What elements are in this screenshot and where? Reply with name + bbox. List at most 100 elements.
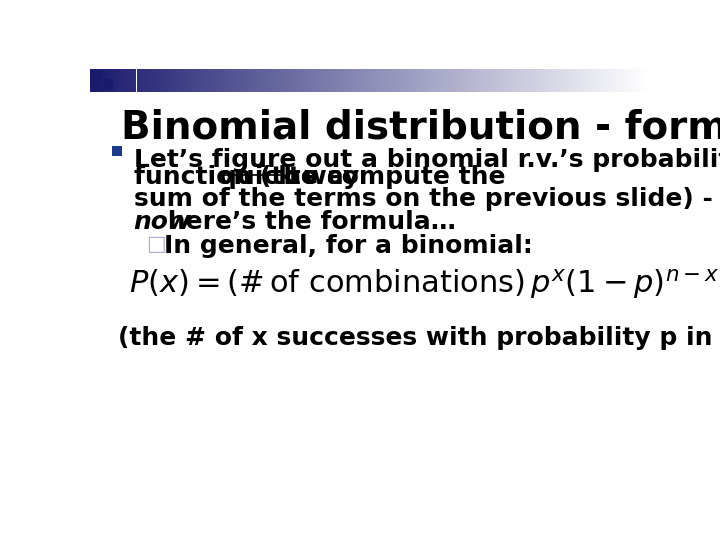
Bar <box>198 69 199 92</box>
Bar <box>124 69 125 92</box>
Bar <box>333 69 336 92</box>
Bar <box>405 69 406 92</box>
Bar <box>456 69 459 92</box>
Bar <box>313 69 315 92</box>
Bar <box>205 69 207 92</box>
Bar <box>345 69 347 92</box>
Bar <box>261 69 263 92</box>
Bar <box>371 69 373 92</box>
Bar <box>440 69 441 92</box>
Bar <box>258 69 259 92</box>
Bar <box>155 69 157 92</box>
Bar <box>112 69 114 92</box>
Text: function (the: function (the <box>133 165 327 188</box>
Bar <box>361 69 364 92</box>
Bar <box>137 69 138 92</box>
Bar <box>239 69 240 92</box>
Bar <box>490 69 492 92</box>
Bar <box>378 69 380 92</box>
Bar <box>583 69 585 92</box>
Bar <box>581 69 583 92</box>
Bar <box>432 69 434 92</box>
Bar <box>615 69 616 92</box>
Bar <box>384 69 386 92</box>
Bar <box>412 69 413 92</box>
Bar <box>472 69 473 92</box>
Bar <box>209 69 211 92</box>
Bar <box>508 69 510 92</box>
Bar <box>514 69 516 92</box>
Bar <box>464 69 466 92</box>
Bar <box>626 69 628 92</box>
Bar <box>607 69 609 92</box>
Bar <box>585 69 587 92</box>
Bar <box>544 69 546 92</box>
Bar <box>377 69 378 92</box>
Bar <box>618 69 620 92</box>
Bar <box>341 69 343 92</box>
Bar <box>609 69 611 92</box>
Bar <box>603 69 606 92</box>
Bar <box>594 69 596 92</box>
Bar <box>300 69 302 92</box>
Bar <box>132 69 135 92</box>
Bar <box>444 69 445 92</box>
Bar <box>390 69 392 92</box>
Bar <box>101 69 103 92</box>
Bar <box>533 69 534 92</box>
Bar <box>252 69 253 92</box>
Text: to compute the: to compute the <box>279 165 505 188</box>
Bar <box>542 69 544 92</box>
Bar <box>293 69 294 92</box>
Bar <box>516 69 518 92</box>
Bar <box>460 69 462 92</box>
Bar <box>564 69 566 92</box>
Bar <box>413 69 415 92</box>
Bar <box>168 69 170 92</box>
Bar <box>507 69 508 92</box>
Bar <box>142 69 144 92</box>
Bar <box>351 69 352 92</box>
Bar <box>492 69 494 92</box>
Bar <box>96 69 97 92</box>
Bar <box>332 69 333 92</box>
Bar <box>265 69 266 92</box>
Bar <box>410 69 412 92</box>
Bar <box>494 69 495 92</box>
Bar <box>90 69 92 92</box>
Bar <box>498 69 499 92</box>
Bar <box>641 69 642 92</box>
Bar <box>575 69 577 92</box>
Bar <box>646 69 648 92</box>
Bar <box>269 69 271 92</box>
Bar <box>467 69 469 92</box>
Bar <box>386 69 387 92</box>
Bar <box>274 69 276 92</box>
Bar <box>104 78 113 89</box>
Bar <box>466 69 467 92</box>
Bar <box>172 69 174 92</box>
Bar <box>294 69 297 92</box>
Bar <box>499 69 501 92</box>
Bar <box>93 78 102 89</box>
Bar <box>122 69 124 92</box>
Bar <box>220 69 222 92</box>
Bar <box>477 69 479 92</box>
Bar <box>606 69 607 92</box>
Bar <box>587 69 588 92</box>
Bar <box>161 69 163 92</box>
Bar <box>159 69 161 92</box>
Bar <box>244 69 246 92</box>
Bar <box>600 69 601 92</box>
Bar <box>145 69 148 92</box>
Text: (the # of x successes with probability p in n trials): (the # of x successes with probability p… <box>118 326 720 350</box>
Bar <box>364 69 365 92</box>
Bar <box>291 69 293 92</box>
Bar <box>598 69 600 92</box>
Bar <box>202 69 204 92</box>
Bar <box>380 69 382 92</box>
Bar <box>593 69 594 92</box>
Bar <box>231 69 233 92</box>
Text: $P(x)= (\#\,\mathrm{of\ combinations})\,p^x(1-p)^{n-x}$: $P(x)= (\#\,\mathrm{of\ combinations})\,… <box>129 267 720 301</box>
Bar <box>250 69 252 92</box>
